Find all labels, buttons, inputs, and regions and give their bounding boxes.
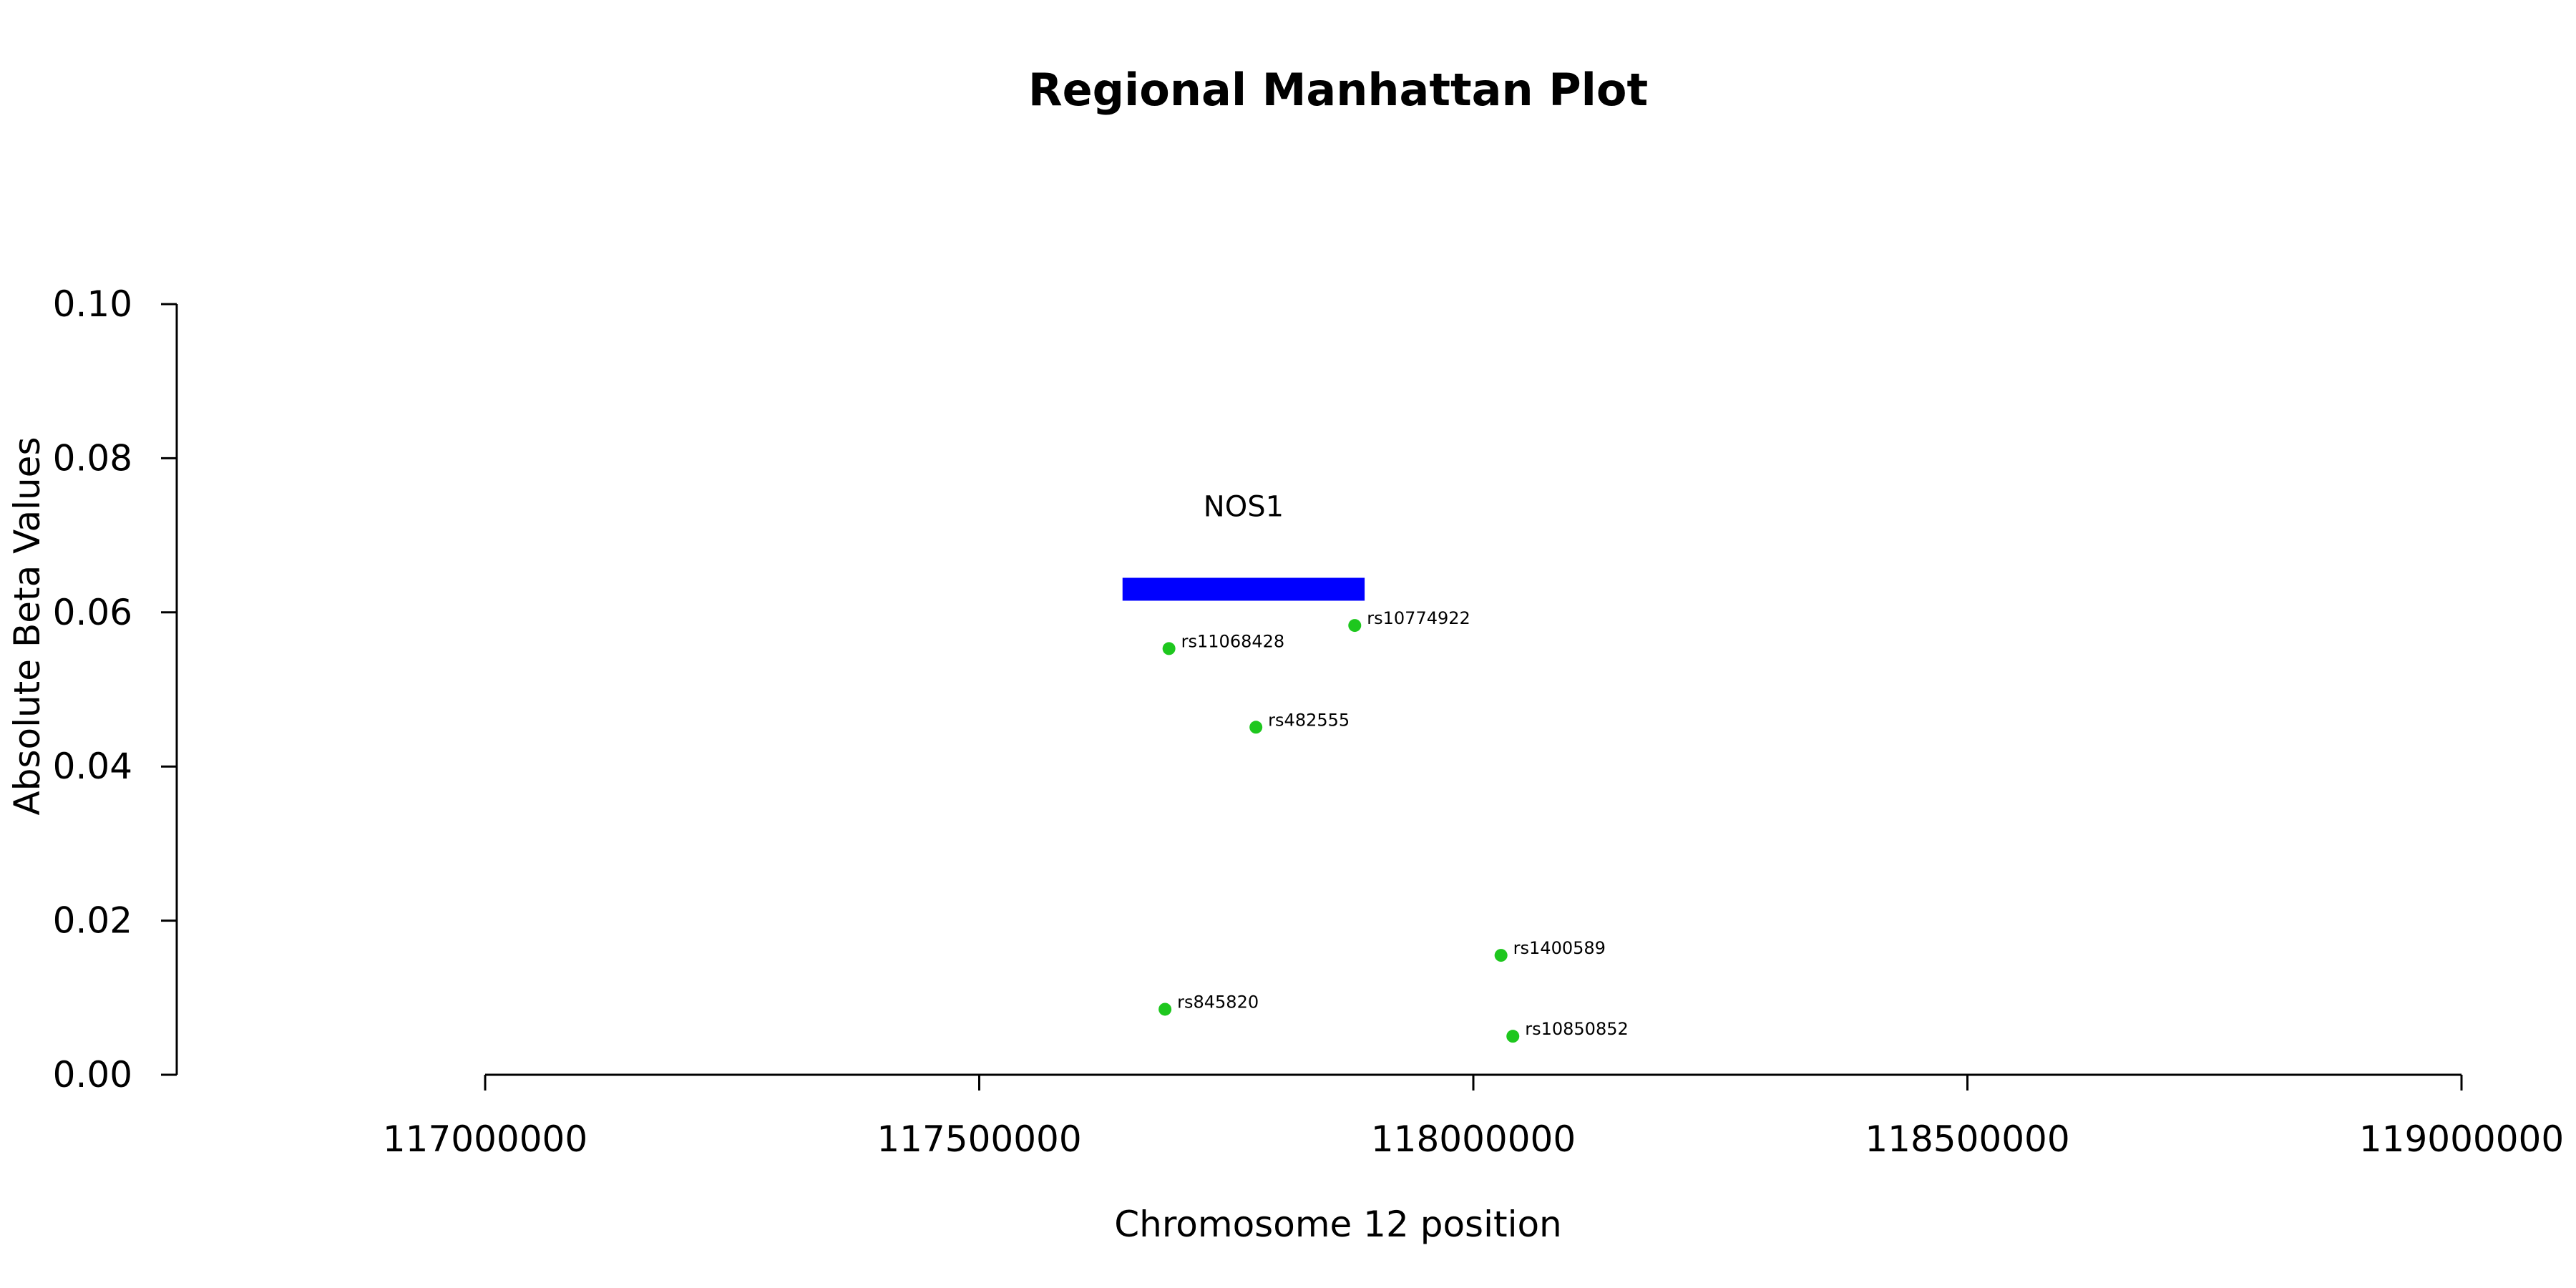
- gene-label: NOS1: [1204, 490, 1284, 523]
- y-tick-label: 0.00: [53, 1054, 132, 1096]
- x-tick-label: 117500000: [877, 1118, 1081, 1160]
- x-axis: 117000000 117500000 118000000 118500000 1190…: [383, 1073, 2564, 1160]
- x-tick-label: 118000000: [1371, 1118, 1576, 1160]
- x-axis-title: Chromosome 12 position: [1114, 1204, 1562, 1245]
- chart-title: Regional Manhattan Plot: [1028, 64, 1648, 116]
- snp-point: [1162, 642, 1176, 655]
- snp-points: rs11068428 rs10774922 rs482555 rs1400589 rs8…: [1158, 608, 1629, 1043]
- snp-label: rs10774922: [1367, 608, 1470, 628]
- snp-point: [1506, 1030, 1520, 1043]
- y-tick-label: 0.08: [53, 437, 132, 479]
- y-axis: 0.00 0.02 0.04 0.06 0.08 0.10: [53, 283, 178, 1096]
- x-tick-label: 119000000: [2359, 1118, 2564, 1160]
- gene-bar: [1122, 577, 1365, 601]
- snp-label: rs845820: [1177, 992, 1259, 1012]
- snp-label: rs482555: [1268, 710, 1350, 730]
- snp-label: rs11068428: [1181, 631, 1285, 651]
- y-tick-label: 0.04: [53, 746, 132, 787]
- x-tick-label: 118500000: [1865, 1118, 2069, 1160]
- snp-point: [1158, 1002, 1172, 1016]
- y-tick-label: 0.02: [53, 900, 132, 942]
- y-axis-title: Absolute Beta Values: [6, 437, 48, 816]
- x-tick-label: 117000000: [383, 1118, 587, 1160]
- snp-point: [1494, 949, 1508, 962]
- snp-label: rs10850852: [1525, 1019, 1629, 1039]
- y-tick-label: 0.06: [53, 592, 132, 633]
- snp-label: rs1400589: [1513, 938, 1606, 958]
- gene-track: NOS1: [1122, 490, 1365, 601]
- snp-point: [1348, 619, 1362, 633]
- y-tick-label: 0.10: [53, 283, 132, 325]
- snp-point: [1249, 721, 1263, 734]
